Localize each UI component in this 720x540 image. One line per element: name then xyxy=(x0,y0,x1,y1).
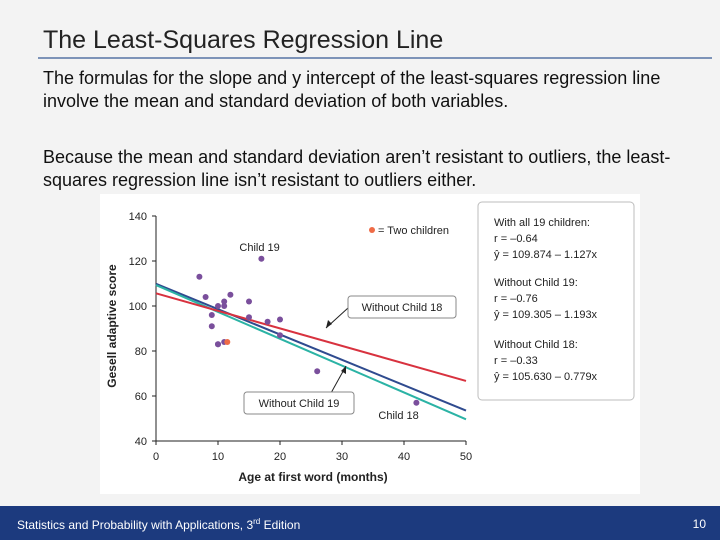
data-point xyxy=(314,368,321,375)
x-tick-label: 0 xyxy=(153,451,159,463)
stats-heading-no18: Without Child 18: xyxy=(494,339,578,351)
callout-arrowhead-child18 xyxy=(326,320,332,328)
data-point xyxy=(221,298,228,305)
data-point xyxy=(215,303,221,309)
x-tick-label: 50 xyxy=(460,451,472,463)
legend-marker xyxy=(369,227,375,233)
title-divider xyxy=(38,57,712,59)
callout-box-child19 xyxy=(243,391,355,415)
footer-book-post: Edition xyxy=(260,518,301,532)
data-point xyxy=(277,332,283,339)
scatter-chart: 0 10 20 30 40 50 40 60 80 100 120 140 Child 19 Child… xyxy=(100,194,640,494)
legend-label: = Two children xyxy=(378,225,449,237)
x-tick-label: 30 xyxy=(336,451,348,463)
footer-book-sup: rd xyxy=(253,517,261,526)
x-tick-label: 20 xyxy=(274,451,286,463)
callout-arrowhead-child19 xyxy=(341,366,346,374)
data-point xyxy=(246,298,252,305)
page-number: 10 xyxy=(692,517,706,531)
data-point xyxy=(208,312,215,318)
data-point xyxy=(202,294,209,300)
y-tick-label: 120 xyxy=(129,256,147,268)
footer-book-pre: Statistics and Probability with Applicat… xyxy=(17,518,254,532)
stats-r-no19: r = –0.76 xyxy=(494,293,538,305)
data-point xyxy=(264,318,271,325)
y-tick-label: 140 xyxy=(129,211,147,223)
y-tick-label: 80 xyxy=(135,346,147,358)
x-tick-label: 40 xyxy=(398,451,410,463)
data-point xyxy=(221,303,228,309)
stats-box xyxy=(477,201,635,401)
point-label-child18: Child 18 xyxy=(378,410,418,422)
stats-heading-all: With all 19 children: xyxy=(494,217,590,229)
bullet-text-2: Because the mean and standard deviation … xyxy=(43,147,671,190)
callout-label-child18: Without Child 18 xyxy=(362,302,443,314)
data-point xyxy=(413,399,420,406)
callout-label-child19: Without Child 19 xyxy=(259,398,340,410)
y-tick-label: 40 xyxy=(135,436,147,448)
slide-title: The Least-Squares Regression Line xyxy=(43,26,444,54)
data-point xyxy=(258,255,265,262)
stats-yhat-no19: ŷ = 109.305 – 1.193x xyxy=(494,309,598,321)
x-tick-label: 10 xyxy=(212,451,224,463)
y-axis-title: Gesell adaptive score xyxy=(105,264,119,388)
footer-book-title: Statistics and Probability with Applicat… xyxy=(17,517,300,532)
regression-line-with-all-19-children xyxy=(155,282,467,412)
data-point xyxy=(227,291,234,298)
data-point xyxy=(277,316,283,323)
footer-bar: Statistics and Probability with Applicat… xyxy=(0,506,720,540)
x-axis-title: Age at first word (months) xyxy=(238,470,387,484)
y-tick-label: 60 xyxy=(135,391,147,403)
chart-svg: 0 10 20 30 40 50 40 60 80 100 120 140 Child 19 Child… xyxy=(100,194,640,494)
stats-yhat-no18: ŷ = 105.630 – 0.779x xyxy=(494,371,598,383)
callout-box-child18 xyxy=(347,295,457,319)
stats-r-no18: r = –0.33 xyxy=(494,355,538,367)
stats-heading-no19: Without Child 19: xyxy=(494,277,578,289)
y-tick-label: 100 xyxy=(129,301,147,313)
point-label-child19: Child 19 xyxy=(239,242,279,254)
data-point xyxy=(208,323,215,330)
data-point xyxy=(215,341,221,348)
stats-yhat-all: ŷ = 109.874 – 1.127x xyxy=(494,249,598,261)
data-point xyxy=(246,314,252,321)
bullet-text-1: The formulas for the slope and y interce… xyxy=(43,68,661,111)
regression-line-without-child-18 xyxy=(155,292,467,382)
double-data-point xyxy=(224,339,231,345)
data-point xyxy=(196,273,203,280)
stats-r-all: r = –0.64 xyxy=(494,233,538,245)
